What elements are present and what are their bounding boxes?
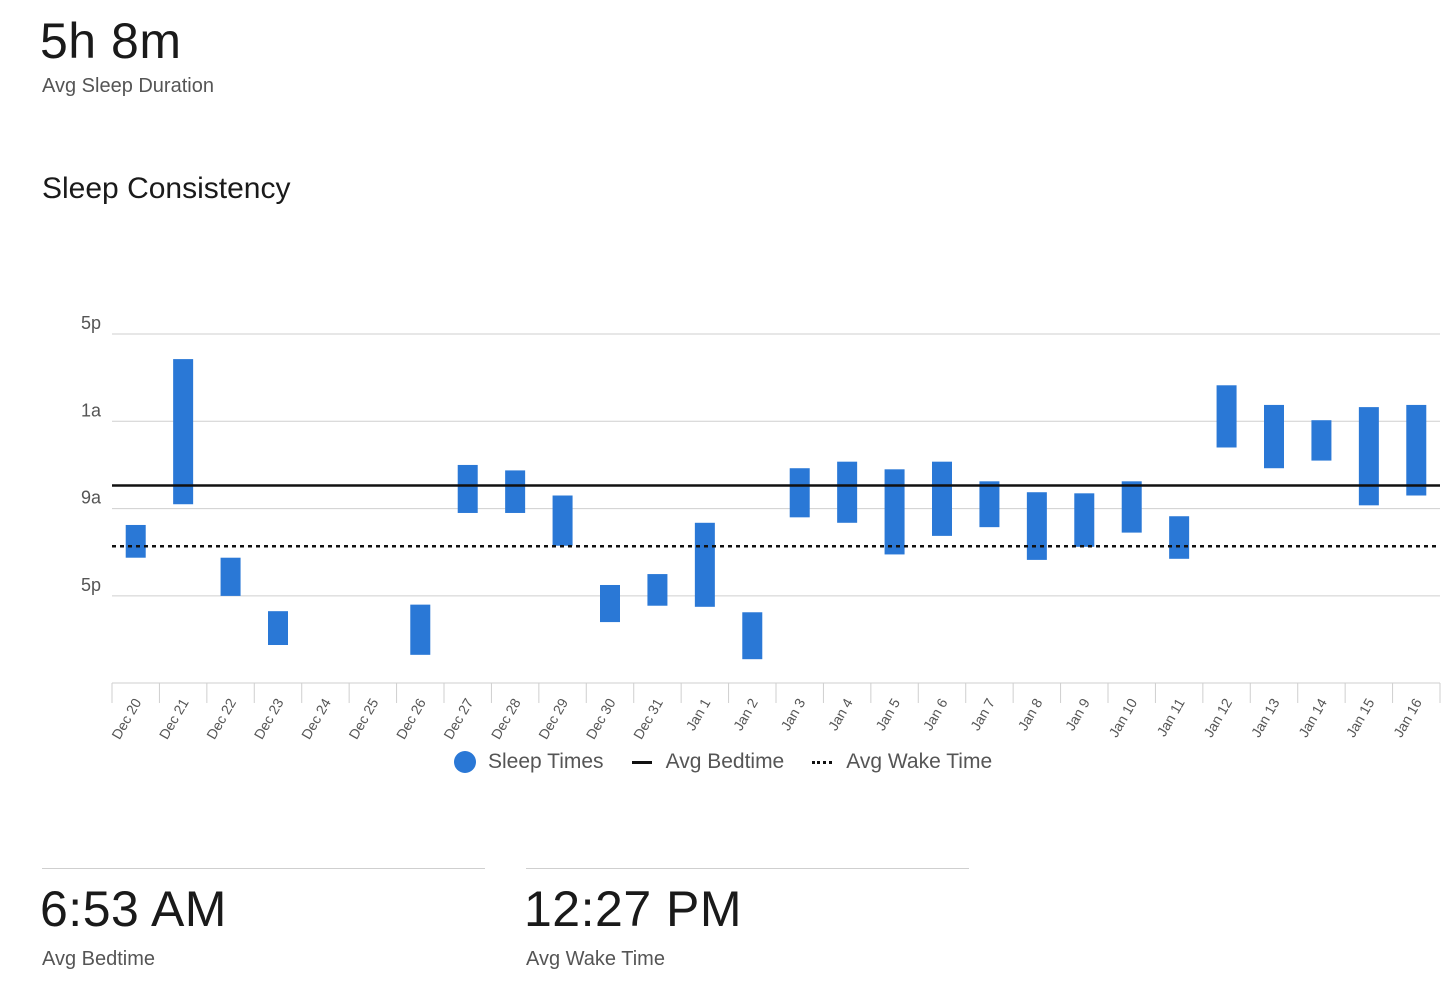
sleep-bar <box>1026 492 1047 560</box>
x-tick-label: Dec 29 <box>535 695 571 742</box>
x-tick-label: Dec 23 <box>251 695 287 742</box>
x-tick-label: Dec 21 <box>156 695 192 742</box>
avg-waketime-label: Avg Wake Time <box>526 948 665 970</box>
sleep-bar <box>1358 407 1379 506</box>
x-tick-label: Jan 14 <box>1295 695 1330 740</box>
x-tick-label: Jan 12 <box>1200 695 1235 740</box>
sleep-bar <box>552 495 573 546</box>
legend-avg-wake-time-line <box>812 760 833 764</box>
x-tick-label: Jan 11 <box>1153 695 1187 739</box>
sleep-bar <box>694 522 715 607</box>
sleep-bar <box>1264 404 1284 469</box>
sleep-bar <box>457 464 478 513</box>
x-tick-label: Dec 20 <box>108 695 144 742</box>
y-tick-label: 5p <box>81 313 101 333</box>
x-tick-label: Dec 26 <box>393 695 429 742</box>
sleep-bar <box>837 461 858 523</box>
legend-sleep-times-dot <box>454 751 476 773</box>
sleep-bar <box>125 524 146 558</box>
x-tick-label: Dec 25 <box>345 695 381 742</box>
sleep-bar <box>268 611 288 646</box>
x-tick-label: Jan 8 <box>1014 695 1045 733</box>
sleep-bar <box>1121 481 1142 533</box>
legend-avg-wake-time[interactable]: Avg Wake Time <box>812 750 992 774</box>
avg-bedtime-value: 6:53 AM <box>40 881 227 937</box>
x-tick-label: Jan 9 <box>1062 695 1093 733</box>
legend-avg-bedtime-label: Avg Bedtime <box>665 750 785 773</box>
x-tick-label: Jan 7 <box>967 695 998 733</box>
sleep-bar <box>173 359 194 505</box>
x-tick-label: Jan 13 <box>1248 695 1283 740</box>
x-tick-label: Jan 10 <box>1105 695 1140 740</box>
sleep-bar <box>742 612 763 660</box>
x-tick-label: Jan 15 <box>1343 695 1378 740</box>
x-tick-label: Dec 24 <box>298 695 334 742</box>
y-tick-label: 9a <box>81 488 102 508</box>
sleep-bar <box>600 584 620 623</box>
x-tick-label: Dec 28 <box>488 695 524 742</box>
legend-avg-bedtime[interactable]: Avg Bedtime <box>631 750 785 774</box>
sleep-bar <box>789 468 810 518</box>
x-tick-label: Jan 1 <box>682 695 713 733</box>
x-tick-label: Jan 3 <box>777 695 808 733</box>
x-tick-label: Jan 4 <box>825 695 856 733</box>
legend-sleep-times[interactable]: Sleep Times <box>454 750 604 774</box>
y-tick-label: 5p <box>81 575 101 595</box>
chart-legend: Sleep Times Avg Bedtime Avg Wake Time <box>454 750 1020 774</box>
section-title: Sleep Consistency <box>42 172 291 205</box>
y-tick-label: 1a <box>81 400 102 420</box>
x-tick-label: Dec 31 <box>630 695 666 742</box>
x-tick-label: Dec 30 <box>583 695 619 742</box>
legend-avg-bedtime-line <box>631 760 652 764</box>
sleep-bar <box>884 469 905 555</box>
sleep-bar <box>1406 404 1427 496</box>
sleep-consistency-chart: 5p 1a 9a 5p Dec 20 Dec 21 Dec 22 Dec 23 Dec 24 De… <box>81 313 1441 742</box>
sleep-bar <box>647 574 668 606</box>
sleep-bar <box>1169 516 1190 559</box>
x-tick-label: Dec 27 <box>440 695 476 742</box>
x-tick-label: Dec 22 <box>203 695 239 742</box>
sleep-bar <box>220 557 241 596</box>
bedtime-divider <box>42 868 485 869</box>
sleep-bar <box>979 481 1000 528</box>
legend-sleep-times-label: Sleep Times <box>488 750 604 773</box>
waketime-divider <box>526 868 969 869</box>
sleep-bar <box>1074 493 1095 547</box>
sleep-bar <box>1311 420 1332 461</box>
legend-avg-wake-time-label: Avg Wake Time <box>846 750 993 773</box>
sleep-bar <box>410 604 431 655</box>
x-tick-label: Jan 2 <box>730 695 761 733</box>
sleep-bar <box>932 461 952 536</box>
x-tick-label: Jan 5 <box>872 695 903 733</box>
avg-sleep-duration-label: Avg Sleep Duration <box>42 75 214 97</box>
avg-waketime-value: 12:27 PM <box>524 881 743 937</box>
sleep-bar <box>505 470 526 513</box>
x-tick-label: Jan 6 <box>920 695 951 733</box>
x-tick-label: Jan 16 <box>1390 695 1425 740</box>
sleep-bar <box>1216 385 1237 448</box>
avg-sleep-duration-value: 5h 8m <box>40 13 182 69</box>
avg-bedtime-label: Avg Bedtime <box>42 948 156 970</box>
